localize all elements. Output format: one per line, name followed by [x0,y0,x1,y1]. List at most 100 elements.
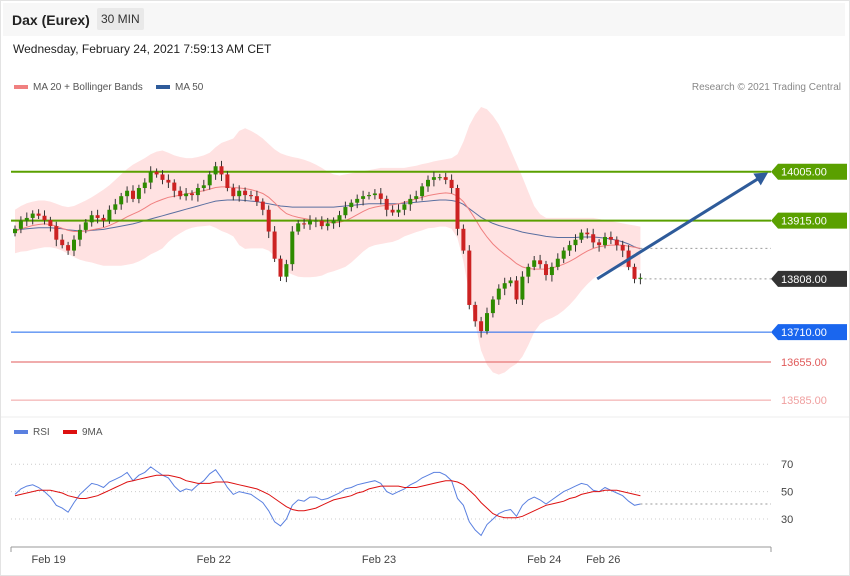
candle-body [319,220,324,227]
candle [166,174,171,189]
candle [608,231,613,245]
instrument-title: Dax (Eurex) [12,12,90,28]
candle [243,187,248,202]
candle [585,228,590,239]
rsi-gridlines: 70 50 30 [11,459,793,526]
candle [207,171,212,190]
candle-body [361,196,366,199]
candle-body [591,234,596,243]
candle [125,186,130,203]
candle-body [48,220,53,227]
rsi-9ma-line [14,474,641,519]
candle [414,190,419,203]
candle-body [77,229,82,240]
candle [113,198,118,215]
copyright-text: Research © 2021 Trading Central [692,82,841,93]
candle-body [567,245,572,251]
candle [431,171,436,187]
candle [148,166,153,190]
candle [549,262,554,282]
candle [266,205,271,239]
candle [319,216,324,230]
candle [195,183,200,202]
candle [532,256,537,271]
candle-body [195,188,200,196]
timeframe-button[interactable]: 30 MIN [97,8,144,30]
candle-body [526,266,531,277]
candle-body [36,213,41,216]
candle [213,161,218,180]
candle-body [42,215,47,221]
level-tag-13808.00 [771,270,847,287]
candle-body [372,193,377,196]
candle [638,273,643,285]
bollinger-band-area [15,107,641,375]
candle [402,201,407,216]
candle [72,235,76,256]
candle-body [490,299,495,314]
candle-body [308,220,312,225]
candle-body [632,266,637,279]
candle [178,186,183,200]
candle-body [549,266,554,276]
candle [42,210,47,225]
candle [514,276,519,304]
candle-body [331,220,336,224]
x-tick-label: Feb 24 [527,554,561,566]
candle-body [585,232,590,235]
bollinger-band [15,107,641,375]
candle [372,189,377,200]
legend-swatch-rsi [14,430,28,434]
candle-body [272,231,277,259]
legend-label-ma20: MA 20 + Bollinger Bands [33,82,143,93]
level-label-13710.00: 13710.00 [781,327,827,339]
candle-body [101,217,106,221]
candle-body [443,177,448,180]
candle-body [201,185,206,189]
x-tick-label: Feb 22 [197,554,231,566]
candle [101,214,106,228]
candle-body [290,231,295,265]
candle-body [249,195,253,197]
candle [632,263,637,284]
legend-swatch-ma20 [14,85,28,89]
candle [83,219,88,234]
candle [467,245,472,310]
candle-body [414,196,419,199]
candle [60,234,65,249]
candle [485,307,489,335]
candle-body [426,179,430,187]
candle [390,205,395,216]
candle-body [18,220,23,229]
candle [408,194,413,211]
candle-body [60,239,65,246]
candle-body [30,213,35,218]
candle [603,232,607,249]
candle-body [313,220,318,222]
x-axis: Feb 19 Feb 22 Feb 23 Feb 24 Feb 26 [10,546,772,566]
level-label-13585.00: 13585.00 [781,395,827,407]
candle [231,183,236,201]
candle-body [148,171,153,183]
candle [331,217,336,229]
candle-body [190,193,194,196]
candle-body [532,260,537,267]
candle [18,216,23,234]
candle [461,224,466,254]
candle-body [378,193,383,199]
rsi-tick-label: 30 [781,514,793,526]
candle-body [396,209,401,213]
candle [13,225,17,237]
candle [142,178,147,194]
candle-body [620,245,625,251]
candle [567,240,572,256]
candle [296,220,301,235]
candle-body [278,258,283,277]
candle-body [573,239,578,246]
candle [591,228,596,248]
candle-body [461,228,466,251]
candle-body [349,202,354,208]
candle [337,210,342,228]
